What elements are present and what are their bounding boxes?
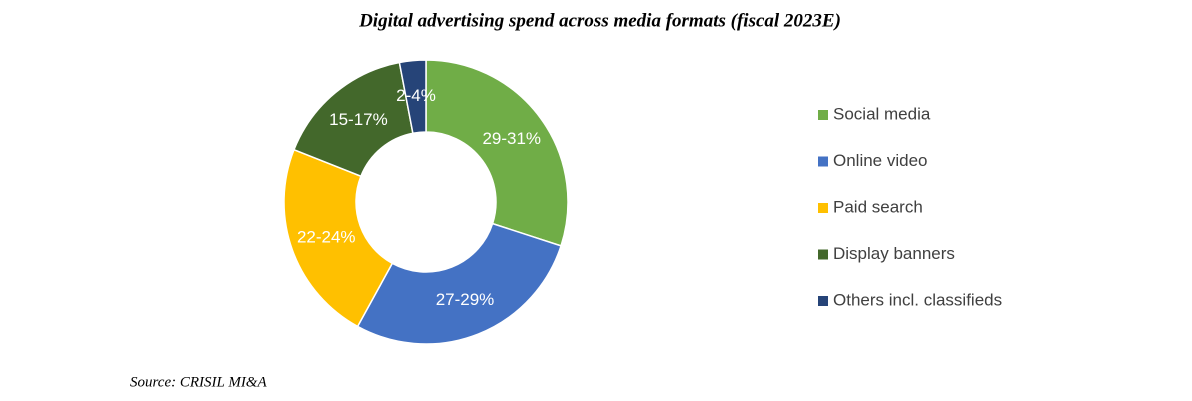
donut-slice (356, 222, 562, 345)
value-label: 27-29% (436, 290, 495, 309)
value-label: 22-24% (297, 227, 356, 246)
donut-slice (398, 59, 427, 135)
source: Source: CRISIL MI&A (130, 374, 267, 390)
chart-title: Digital advertising spend across media f… (358, 10, 841, 31)
legend-label: Online video (833, 151, 928, 170)
value-label: 2-4% (396, 86, 436, 105)
legend-label: Display banners (833, 244, 955, 263)
value-label: 29-31% (482, 129, 541, 148)
donut-slice (283, 148, 394, 328)
value-label: 15-17% (329, 110, 388, 129)
legend-swatch (818, 249, 828, 260)
donut-slice (425, 59, 569, 247)
legend-label: Paid search (833, 197, 923, 216)
legend-swatch (818, 203, 828, 213)
legend-swatch (818, 110, 828, 120)
legend-label: Others incl. classifieds (833, 290, 1002, 309)
legend-swatch (818, 296, 828, 306)
legend-label: Social media (833, 104, 931, 123)
legend-swatch (818, 156, 828, 167)
